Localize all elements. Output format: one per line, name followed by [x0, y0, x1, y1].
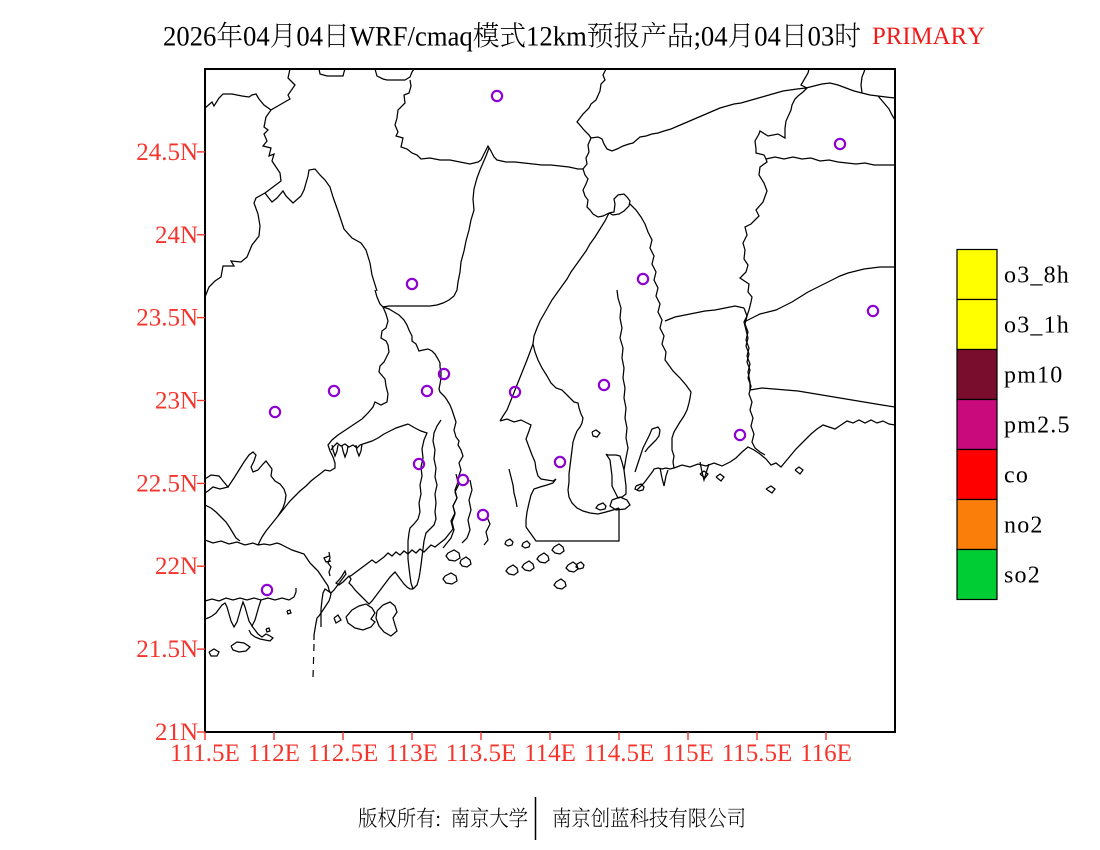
svg-text:pm10: pm10: [1004, 363, 1063, 389]
svg-text:116E: 116E: [800, 740, 852, 767]
svg-text:112.5E: 112.5E: [308, 740, 379, 767]
svg-text:22N: 22N: [155, 553, 198, 580]
svg-text:115.5E: 115.5E: [722, 740, 793, 767]
svg-text:114.5E: 114.5E: [584, 740, 655, 767]
svg-text:so2: so2: [1004, 563, 1041, 589]
svg-text:o3_1h: o3_1h: [1004, 313, 1070, 339]
svg-text:no2: no2: [1004, 513, 1044, 539]
svg-text:112E: 112E: [248, 740, 300, 767]
svg-text:23.5N: 23.5N: [136, 305, 198, 332]
svg-text:21.5N: 21.5N: [136, 636, 198, 663]
svg-text:113E: 113E: [386, 740, 438, 767]
svg-text:21N: 21N: [155, 719, 198, 746]
svg-text:22.5N: 22.5N: [136, 470, 198, 497]
svg-text:111.5E: 111.5E: [170, 740, 240, 767]
svg-text:114E: 114E: [524, 740, 576, 767]
svg-text:o3_8h: o3_8h: [1004, 263, 1070, 289]
svg-text:co: co: [1004, 463, 1029, 489]
svg-text:113.5E: 113.5E: [446, 740, 517, 767]
svg-text:24N: 24N: [155, 222, 198, 249]
svg-text:115E: 115E: [662, 740, 714, 767]
svg-text:23N: 23N: [155, 388, 198, 415]
svg-text:pm2.5: pm2.5: [1004, 413, 1071, 439]
svg-text:24.5N: 24.5N: [136, 139, 198, 166]
